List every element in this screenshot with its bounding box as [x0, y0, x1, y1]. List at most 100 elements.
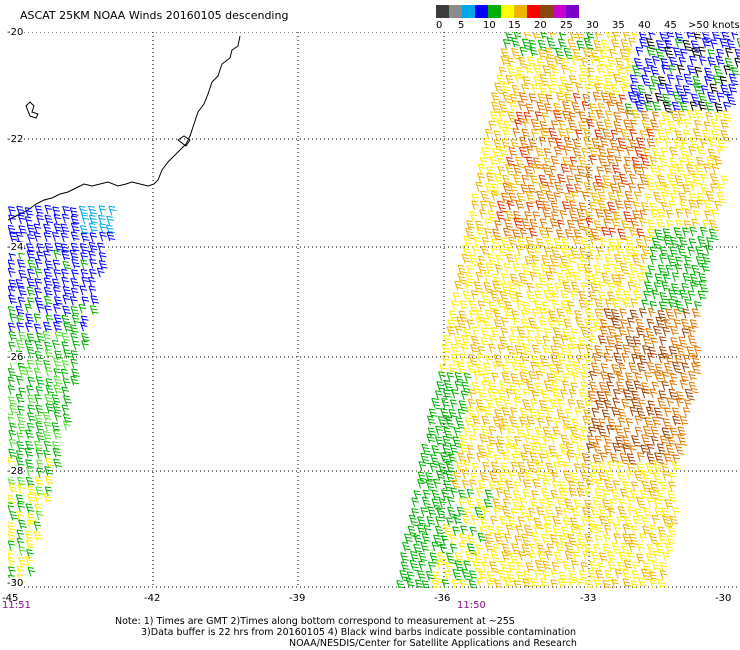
wind-barb — [615, 57, 626, 70]
wind-barb — [538, 274, 548, 286]
wind-barb — [501, 551, 511, 561]
wind-barb — [578, 388, 588, 399]
wind-barb — [468, 580, 478, 588]
wind-barb — [521, 128, 531, 139]
wind-barb — [594, 345, 605, 357]
wind-barb — [519, 46, 528, 57]
wind-barb — [494, 409, 504, 421]
wind-barb — [703, 199, 714, 212]
wind-barb — [526, 461, 537, 473]
wind-barb — [70, 231, 80, 242]
wind-barb — [42, 411, 52, 422]
wind-barb — [715, 55, 725, 66]
wind-barb — [531, 308, 540, 319]
wind-barb — [585, 300, 593, 310]
wind-barb — [628, 533, 639, 546]
wind-barb — [685, 163, 696, 176]
wind-barb — [628, 542, 636, 553]
wind-barb — [54, 242, 64, 253]
wind-barb — [611, 542, 622, 554]
wind-barb — [543, 148, 552, 158]
wind-barb — [431, 541, 440, 552]
brazil-coastline — [8, 35, 241, 221]
wind-barb — [522, 301, 532, 314]
wind-barb — [620, 75, 631, 88]
wind-barb — [657, 165, 665, 176]
wind-barb — [580, 372, 589, 383]
wind-barb — [425, 479, 436, 492]
wind-barb — [734, 57, 740, 68]
wind-barb — [413, 490, 422, 500]
wind-barb — [604, 570, 615, 582]
wind-barb — [620, 83, 629, 94]
wind-barb — [657, 84, 665, 94]
wind-barb — [514, 119, 522, 130]
wind-barb — [676, 391, 685, 401]
wind-barb — [475, 181, 483, 192]
wind-barb — [62, 294, 71, 305]
wind-barb — [522, 388, 531, 399]
wind-barb — [597, 155, 608, 167]
wind-barb — [27, 493, 36, 504]
wind-barb — [519, 136, 529, 149]
wind-barb — [500, 55, 510, 66]
wind-barb — [687, 326, 696, 337]
wind-barb — [645, 553, 655, 563]
wind-barb — [447, 506, 457, 519]
wind-barb — [33, 223, 42, 234]
wind-barb — [615, 371, 625, 382]
wind-barb — [581, 463, 589, 473]
wind-barb — [498, 110, 506, 121]
wind-barb — [564, 550, 574, 561]
wind-barb — [513, 481, 522, 491]
wind-barb — [647, 219, 658, 231]
wind-barb — [17, 483, 26, 494]
wind-barb — [554, 506, 564, 517]
wind-barb — [600, 183, 609, 193]
wind-barb — [599, 319, 609, 329]
wind-barb — [652, 460, 663, 473]
wind-barb — [714, 103, 724, 113]
wind-barb — [51, 278, 61, 289]
wind-barb — [546, 37, 557, 50]
scale-label: 15 — [508, 20, 521, 31]
wind-barb — [585, 118, 595, 129]
wind-barb — [514, 345, 524, 355]
wind-barb — [570, 472, 580, 484]
wind-barb — [577, 344, 585, 354]
wind-barb — [730, 66, 740, 77]
wind-barb — [576, 578, 584, 588]
wind-barb — [613, 533, 622, 543]
wind-barb — [636, 93, 647, 105]
wind-barb — [475, 271, 484, 282]
wind-barb — [492, 498, 503, 510]
wind-barb — [632, 65, 642, 77]
wind-barb — [545, 94, 553, 104]
wind-barb — [680, 94, 689, 104]
wind-barb — [591, 407, 600, 418]
wind-barb — [682, 354, 691, 365]
wind-barb — [489, 471, 499, 483]
wind-barb — [525, 244, 536, 257]
wind-barb — [461, 469, 470, 480]
wind-barb — [623, 427, 631, 438]
wind-barb — [631, 525, 639, 536]
wind-barb — [15, 375, 24, 386]
wind-barb — [564, 83, 574, 93]
wind-barb — [574, 174, 583, 184]
wind-barb — [621, 398, 630, 409]
wind-barb — [446, 326, 456, 336]
wind-barb — [34, 350, 44, 361]
wind-barb — [617, 408, 627, 419]
wind-barb — [501, 82, 511, 93]
wind-barb — [628, 91, 638, 104]
wind-barb — [475, 498, 486, 511]
wind-barb — [417, 479, 425, 489]
wind-barb — [653, 191, 663, 204]
wind-barb — [517, 379, 525, 390]
wind-barb — [531, 490, 539, 500]
wind-barb — [88, 285, 97, 296]
wind-barb — [511, 362, 521, 372]
wind-barb — [580, 471, 590, 482]
wind-barb — [637, 84, 646, 95]
